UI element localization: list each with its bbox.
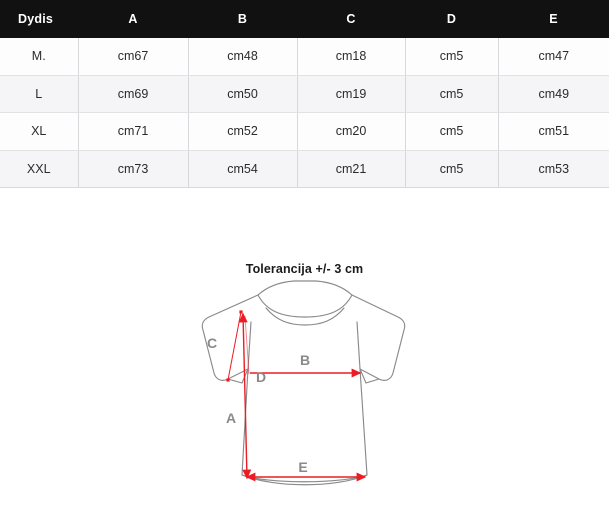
cell-e: cm49 [498, 75, 609, 113]
column-header-c: C [297, 0, 405, 38]
cell-b: cm52 [188, 112, 298, 151]
table-body: M. cm67 cm48 cm18 cm5 cm47 L cm69 cm50 c… [0, 38, 609, 188]
cell-c: cm20 [297, 112, 406, 151]
measure-line-a [238, 312, 252, 480]
table-row: M. cm67 cm48 cm18 cm5 cm47 [0, 38, 609, 76]
measure-label-a: A [226, 410, 236, 426]
cell-e: cm51 [498, 112, 609, 151]
measure-label-b: B [300, 352, 310, 368]
measurement-arrows [226, 310, 367, 482]
cell-size: L [0, 75, 79, 113]
cell-d: cm5 [405, 75, 499, 113]
cell-a: cm71 [78, 112, 189, 151]
cell-e: cm47 [498, 38, 609, 76]
cell-a: cm67 [78, 38, 189, 76]
cell-d: cm5 [405, 150, 499, 188]
measure-label-c: C [207, 335, 217, 351]
measure-line-c [226, 310, 243, 382]
cell-b: cm54 [188, 150, 298, 188]
table-row: XL cm71 cm52 cm20 cm5 cm51 [0, 112, 609, 151]
measure-label-d: D [256, 369, 266, 385]
size-chart-table-container: Dydis A B C D E M. cm67 cm48 cm18 cm5 cm… [0, 0, 609, 188]
cell-d: cm5 [405, 38, 499, 76]
cell-size: M. [0, 38, 79, 76]
diagram-title: Tolerancija +/- 3 cm [245, 262, 364, 276]
column-header-b: B [188, 0, 297, 38]
cell-c: cm19 [297, 75, 406, 113]
cell-a: cm73 [78, 150, 189, 188]
cell-b: cm50 [188, 75, 298, 113]
measure-line-d [244, 315, 250, 375]
table-row: XXL cm73 cm54 cm21 cm5 cm53 [0, 150, 609, 188]
table-header-row: Dydis A B C D E [0, 0, 609, 38]
cell-d: cm5 [405, 112, 499, 151]
size-chart-table: Dydis A B C D E M. cm67 cm48 cm18 cm5 cm… [0, 0, 609, 188]
measure-label-e: E [298, 459, 307, 475]
cell-size: XXL [0, 150, 79, 188]
cell-size: XL [0, 112, 79, 151]
cell-c: cm21 [297, 150, 406, 188]
column-header-e: E [498, 0, 609, 38]
tshirt-outline [201, 280, 406, 486]
column-header-d: D [405, 0, 498, 38]
column-header-dydis: Dydis [0, 0, 78, 38]
cell-e: cm53 [498, 150, 609, 188]
measurement-diagram: Tolerancija +/- 3 cm [0, 250, 609, 511]
table-row: L cm69 cm50 cm19 cm5 cm49 [0, 75, 609, 113]
table-header: Dydis A B C D E [0, 0, 609, 38]
cell-c: cm18 [297, 38, 406, 76]
cell-b: cm48 [188, 38, 298, 76]
tshirt-measurement-svg: A B C D E [201, 280, 406, 486]
cell-a: cm69 [78, 75, 189, 113]
column-header-a: A [78, 0, 188, 38]
